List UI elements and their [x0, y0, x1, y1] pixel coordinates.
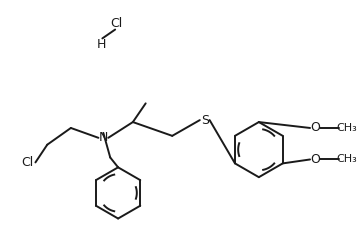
Text: Cl: Cl: [110, 17, 122, 30]
Text: O: O: [310, 153, 320, 166]
Text: CH₃: CH₃: [336, 154, 357, 165]
Text: N: N: [99, 131, 108, 144]
Text: S: S: [201, 114, 209, 127]
Text: CH₃: CH₃: [336, 123, 357, 133]
Text: O: O: [310, 121, 320, 135]
Text: Cl: Cl: [21, 156, 34, 169]
Text: H: H: [97, 38, 106, 51]
